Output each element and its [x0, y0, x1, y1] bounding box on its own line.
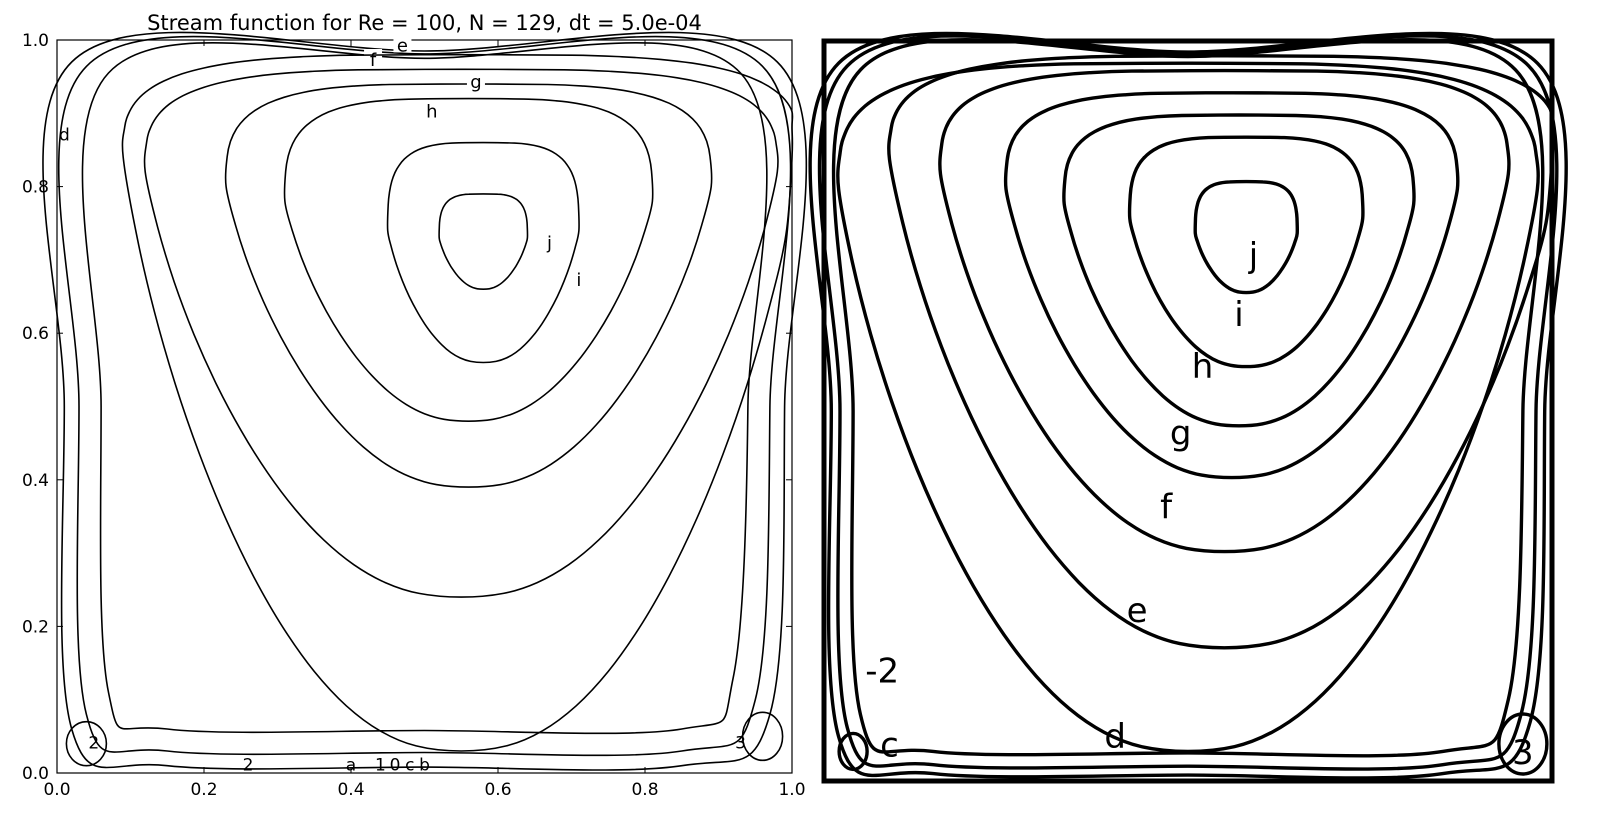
contour-line-j: [1193, 179, 1300, 295]
contour-line-i: [386, 141, 580, 364]
corner-label: 3: [1512, 733, 1534, 773]
contour-label-j: j: [546, 233, 552, 254]
boundary-streamline: [831, 38, 1545, 758]
bottom-right-eddy: [741, 711, 784, 762]
contour-label-e: e: [1127, 591, 1148, 631]
x-tick-label: 0.8: [631, 780, 658, 800]
contour-line-i: [1127, 135, 1365, 369]
contour-label-bg: [466, 70, 485, 89]
x-tick-label: 0.4: [337, 780, 364, 800]
contour-line-h: [283, 97, 654, 423]
corner-label: a: [346, 756, 356, 776]
x-tick-label: 0.0: [43, 780, 70, 800]
contour-label-e: e: [397, 35, 408, 56]
boundary-streamline: [817, 34, 1559, 771]
boundary-streamline: [808, 31, 1568, 780]
corner-label: 2: [243, 756, 254, 776]
corner-label: c: [880, 725, 899, 765]
contour-label-bg: [422, 100, 441, 119]
boundary-streamline: [57, 35, 792, 757]
contour-line-e: [121, 53, 794, 752]
bottom-right-eddy: [1497, 712, 1549, 776]
contour-label-h: h: [1192, 347, 1214, 387]
contour-label-g: g: [470, 72, 481, 93]
contour-label-bg: [569, 268, 588, 287]
corner-label: d: [59, 125, 70, 145]
contour-label-i: i: [1234, 295, 1243, 335]
boundary-streamline: [42, 31, 808, 771]
y-tick-label: 0.0: [22, 764, 49, 784]
plot-frame: [56, 39, 793, 774]
contour-line-g: [1003, 91, 1460, 480]
boundary-streamline: [81, 42, 768, 735]
contour-label-i: i: [576, 270, 581, 291]
contour-label-bg: [364, 48, 383, 67]
contour-line-g: [224, 83, 713, 488]
contour-line-f: [938, 68, 1511, 554]
x-tick-label: 1.0: [778, 780, 805, 800]
contour-label-d: d: [1104, 717, 1126, 757]
y-tick-label: 0.6: [22, 324, 49, 344]
contour-label-g: g: [1170, 414, 1192, 454]
contour-label-bg: [393, 34, 412, 53]
bottom-left-eddy: [65, 720, 108, 767]
plot-frame: [821, 38, 1555, 784]
contour-label-f: f: [370, 50, 377, 71]
contour-label-bg: [540, 232, 559, 251]
contour-line-h: [1062, 113, 1416, 428]
corner-label: 2: [88, 734, 99, 754]
contour-line-j: [438, 193, 529, 291]
y-tick-label: 0.2: [22, 617, 49, 637]
contour-line-d: [836, 61, 1540, 754]
corner-label: 3: [735, 734, 746, 754]
contour-line-e: [887, 54, 1555, 650]
chart-title: Stream function for Re = 100, N = 129, d…: [147, 11, 702, 35]
x-tick-label: 0.6: [484, 780, 511, 800]
contour-label-j: j: [1248, 236, 1258, 276]
contour-line-f: [143, 68, 779, 598]
contour-label-f: f: [1160, 488, 1173, 528]
y-tick-label: 0.4: [22, 471, 49, 491]
x-tick-label: 0.2: [190, 780, 217, 800]
corner-label: c: [405, 756, 414, 776]
contour-label-h: h: [426, 101, 437, 122]
y-tick-label: 1.0: [22, 31, 49, 51]
bottom-left-eddy: [837, 731, 869, 772]
computed-stream-function-panel: Stream function for Re = 100, N = 129, d…: [22, 11, 808, 800]
y-tick-label: 0.8: [22, 178, 49, 198]
corner-label: 0: [390, 756, 401, 776]
corner-label: 1: [375, 756, 386, 776]
corner-label: b: [419, 756, 430, 776]
corner-label: -2: [865, 651, 899, 691]
